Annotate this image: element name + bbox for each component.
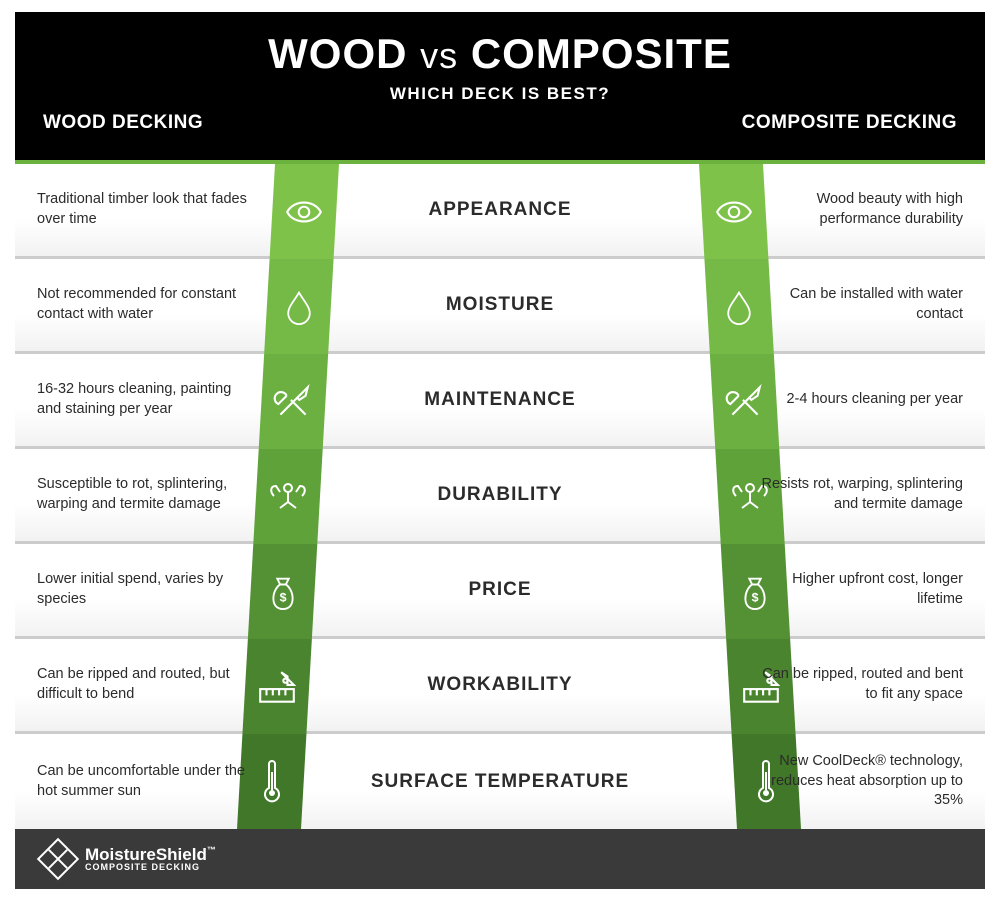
trademark: ™ <box>207 845 216 855</box>
category-label: SURFACE TEMPERATURE <box>371 771 629 793</box>
comparison-row: Lower initial spend, varies by species Hi… <box>15 544 985 639</box>
brand-tagline: COMPOSITE DECKING <box>85 863 216 872</box>
header: WOOD vs COMPOSITE WHICH DECK IS BEST? WO… <box>15 12 985 160</box>
composite-text: Higher upfront cost, longer lifetime <box>753 570 963 609</box>
footer: MoistureShield™ COMPOSITE DECKING <box>15 829 985 889</box>
comparison-row: Susceptible to rot, splintering, warping… <box>15 449 985 544</box>
wood-text: Can be ripped and routed, but difficult … <box>37 665 247 704</box>
category-label: MAINTENANCE <box>424 389 575 411</box>
subtitle: WHICH DECK IS BEST? <box>15 84 985 104</box>
comparison-row: Can be uncomfortable under the hot summe… <box>15 734 985 829</box>
eye-icon <box>276 184 332 240</box>
composite-text: Can be ripped, routed and bent to fit an… <box>753 665 963 704</box>
category-label: WORKABILITY <box>427 674 572 696</box>
category-label: PRICE <box>468 579 531 601</box>
droplet-icon <box>271 279 327 335</box>
wood-text: Lower initial spend, varies by species <box>37 570 247 609</box>
right-column-header: COMPOSITE DECKING <box>742 112 957 134</box>
svg-text:$: $ <box>279 590 286 604</box>
comparison-row: 16-32 hours cleaning, painting and stain… <box>15 354 985 449</box>
composite-text: Can be installed with water contact <box>753 285 963 324</box>
comparison-row: Can be ripped and routed, but difficult … <box>15 639 985 734</box>
column-headers: WOOD DECKING COMPOSITE DECKING <box>15 104 985 146</box>
composite-text: Resists rot, warping, splintering and te… <box>753 475 963 514</box>
comparison-row: Not recommended for constant contact wit… <box>15 259 985 354</box>
title-word-wood: WOOD <box>268 30 407 77</box>
wood-text: Susceptible to rot, splintering, warping… <box>37 475 247 514</box>
composite-text: 2-4 hours cleaning per year <box>753 390 963 410</box>
wood-text: Can be uncomfortable under the hot summe… <box>37 762 247 801</box>
main-title: WOOD vs COMPOSITE <box>15 30 985 78</box>
comparison-rows: Traditional timber look that fades over … <box>15 164 985 829</box>
composite-text: New CoolDeck® technology, reduces heat a… <box>753 752 963 811</box>
category-label: APPEARANCE <box>428 199 571 221</box>
wood-text: 16-32 hours cleaning, painting and stain… <box>37 380 247 419</box>
wood-text: Not recommended for constant contact wit… <box>37 285 247 324</box>
logo-text: MoistureShield™ COMPOSITE DECKING <box>85 846 216 872</box>
flex-icon <box>260 469 316 525</box>
composite-text: Wood beauty with high performance durabi… <box>753 190 963 229</box>
ruler-icon <box>249 659 305 715</box>
title-vs: vs <box>420 35 458 76</box>
wood-text: Traditional timber look that fades over … <box>37 190 247 229</box>
tools-icon <box>265 374 321 430</box>
moneybag-icon: $ <box>255 564 311 620</box>
left-column-header: WOOD DECKING <box>43 112 203 134</box>
category-label: DURABILITY <box>437 484 562 506</box>
comparison-row: Traditional timber look that fades over … <box>15 164 985 259</box>
logo-icon <box>37 838 79 880</box>
thermometer-icon <box>244 754 300 810</box>
infographic: WOOD vs COMPOSITE WHICH DECK IS BEST? WO… <box>15 12 985 889</box>
category-label: MOISTURE <box>446 294 554 316</box>
title-word-composite: COMPOSITE <box>471 30 732 77</box>
